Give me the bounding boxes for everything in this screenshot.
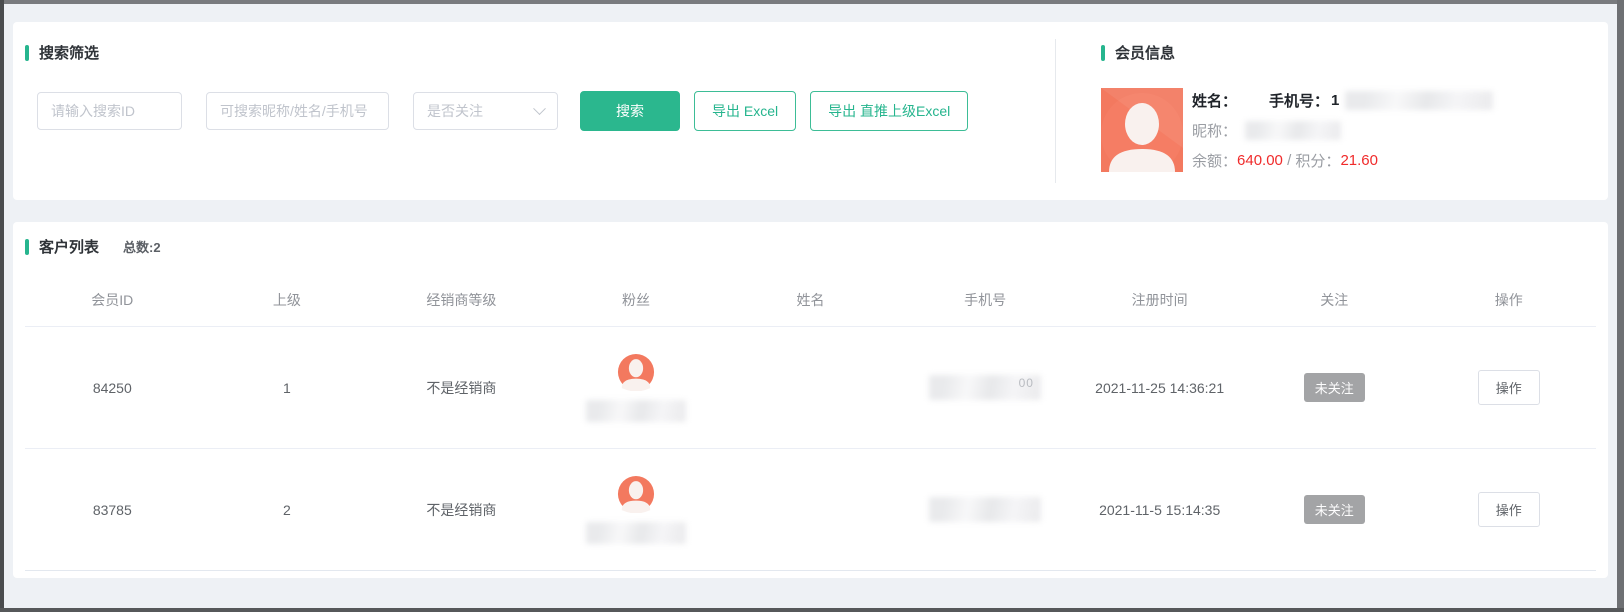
window-chrome-left bbox=[0, 0, 4, 612]
section-title-text: 搜索筛选 bbox=[39, 45, 100, 62]
points-value: 21.60 bbox=[1340, 152, 1378, 169]
search-id-input[interactable] bbox=[37, 92, 182, 130]
cell-action: 操作 bbox=[1422, 492, 1597, 527]
redacted-phone-number bbox=[929, 375, 1042, 400]
col-dealer-level: 经销商等级 bbox=[426, 291, 497, 308]
col-parent: 上级 bbox=[272, 291, 301, 308]
follow-status-badge: 未关注 bbox=[1303, 495, 1365, 524]
member-info-title: 会员信息 bbox=[1101, 42, 1608, 63]
separator: / bbox=[1282, 152, 1296, 169]
customer-list-panel: 客户列表 总数:2 会员ID 上级 经销商等级 粉丝 姓名 手机号 注册时间 关… bbox=[13, 222, 1608, 578]
balance-label: 余额： bbox=[1192, 153, 1238, 170]
window-chrome-right[interactable] bbox=[1617, 0, 1624, 612]
cell-dealer-level: 不是经销商 bbox=[426, 501, 497, 518]
customer-list-title: 客户列表 总数:2 bbox=[25, 236, 1596, 257]
section-title-text: 会员信息 bbox=[1115, 45, 1176, 62]
search-filter-section: 搜索筛选 是否关注 搜索 导出 Excel 导出 直推上级Excel bbox=[13, 22, 1055, 200]
cell-action: 操作 bbox=[1422, 370, 1597, 405]
col-name: 姓名 bbox=[796, 291, 825, 308]
redacted-phone-number bbox=[1345, 91, 1494, 110]
title-accent-bar bbox=[25, 238, 29, 255]
redacted-nickname bbox=[1245, 121, 1342, 140]
window-chrome-bottom bbox=[0, 608, 1624, 612]
member-info-section: 会员信息 姓名： 手机号： 1 bbox=[1056, 22, 1608, 200]
table-row: 83785 2 不是经销商 2021-11-5 15:14:35 未关注 操作 bbox=[25, 449, 1596, 571]
search-controls: 是否关注 搜索 导出 Excel 导出 直推上级Excel bbox=[37, 91, 1055, 131]
points-label: 积分： bbox=[1295, 153, 1341, 170]
cell-parent: 1 bbox=[282, 379, 291, 396]
select-placeholder: 是否关注 bbox=[427, 103, 483, 119]
follow-status-badge: 未关注 bbox=[1303, 373, 1365, 402]
section-title-text: 客户列表 bbox=[39, 239, 100, 256]
member-detail-lines: 姓名： 手机号： 1 昵称： 余额： 640.00 / bbox=[1192, 88, 1494, 172]
col-phone: 手机号 bbox=[964, 291, 1007, 308]
search-keyword-input[interactable] bbox=[206, 92, 389, 130]
follow-status-select[interactable]: 是否关注 bbox=[413, 92, 558, 130]
col-action: 操作 bbox=[1494, 291, 1523, 308]
title-accent-bar bbox=[25, 44, 29, 61]
phone-visible-digits: 00 bbox=[1018, 375, 1034, 390]
col-fans: 粉丝 bbox=[621, 291, 650, 308]
member-avatar bbox=[1101, 88, 1183, 172]
cell-member-id: 84250 bbox=[92, 379, 132, 396]
member-balance-line: 余额： 640.00 / 积分： 21.60 bbox=[1192, 150, 1493, 171]
row-action-button[interactable]: 操作 bbox=[1477, 492, 1540, 527]
window-chrome-top bbox=[0, 0, 1624, 4]
vertical-divider bbox=[1055, 39, 1056, 183]
row-action-button[interactable]: 操作 bbox=[1477, 370, 1540, 405]
cell-phone bbox=[898, 497, 1073, 522]
page-content: 搜索筛选 是否关注 搜索 导出 Excel 导出 直推上级Excel 会员信息 bbox=[4, 4, 1617, 608]
col-register-time: 注册时间 bbox=[1131, 291, 1188, 308]
phone-visible-prefix: 1 bbox=[1331, 92, 1340, 109]
export-excel-button[interactable]: 导出 Excel bbox=[694, 91, 797, 131]
search-and-member-panel: 搜索筛选 是否关注 搜索 导出 Excel 导出 直推上级Excel 会员信息 bbox=[13, 22, 1608, 200]
person-icon bbox=[617, 475, 655, 513]
member-nickname-line: 昵称： bbox=[1192, 120, 1493, 141]
nickname-label: 昵称： bbox=[1192, 123, 1238, 140]
col-follow: 关注 bbox=[1320, 291, 1349, 308]
cell-fan bbox=[549, 353, 724, 422]
title-accent-bar bbox=[1101, 44, 1105, 61]
balance-value: 640.00 bbox=[1237, 152, 1283, 169]
cell-fan bbox=[549, 475, 724, 544]
cell-follow: 未关注 bbox=[1247, 373, 1422, 402]
name-label: 姓名： bbox=[1192, 93, 1238, 110]
redacted-phone-number bbox=[929, 497, 1042, 522]
redacted-fan-nickname bbox=[585, 522, 686, 544]
total-count: 总数:2 bbox=[123, 240, 161, 255]
table-body: 84250 1 不是经销商 00 2021-11-25 14:36:21 未关注… bbox=[25, 327, 1596, 571]
cell-member-id: 83785 bbox=[92, 501, 132, 518]
customer-table: 会员ID 上级 经销商等级 粉丝 姓名 手机号 注册时间 关注 操作 84250… bbox=[25, 273, 1596, 571]
export-parent-excel-button[interactable]: 导出 直推上级Excel bbox=[810, 91, 969, 131]
cell-register-time: 2021-11-5 15:14:35 bbox=[1099, 501, 1221, 518]
redacted-fan-nickname bbox=[585, 400, 686, 422]
chevron-down-icon bbox=[533, 101, 546, 115]
cell-follow: 未关注 bbox=[1247, 495, 1422, 524]
phone-label: 手机号： bbox=[1269, 93, 1330, 110]
col-member-id: 会员ID bbox=[91, 291, 134, 308]
cell-register-time: 2021-11-25 14:36:21 bbox=[1095, 379, 1225, 396]
cell-dealer-level: 不是经销商 bbox=[426, 379, 497, 396]
search-filter-title: 搜索筛选 bbox=[25, 42, 1055, 63]
search-button[interactable]: 搜索 bbox=[580, 91, 680, 131]
table-header: 会员ID 上级 经销商等级 粉丝 姓名 手机号 注册时间 关注 操作 bbox=[25, 273, 1596, 327]
member-name-phone-line: 姓名： 手机号： 1 bbox=[1192, 90, 1494, 111]
cell-phone: 00 bbox=[898, 375, 1073, 400]
table-row: 84250 1 不是经销商 00 2021-11-25 14:36:21 未关注… bbox=[25, 327, 1596, 449]
member-info-body: 姓名： 手机号： 1 昵称： 余额： 640.00 / bbox=[1101, 88, 1608, 172]
cell-parent: 2 bbox=[282, 501, 291, 518]
person-icon bbox=[617, 353, 655, 391]
